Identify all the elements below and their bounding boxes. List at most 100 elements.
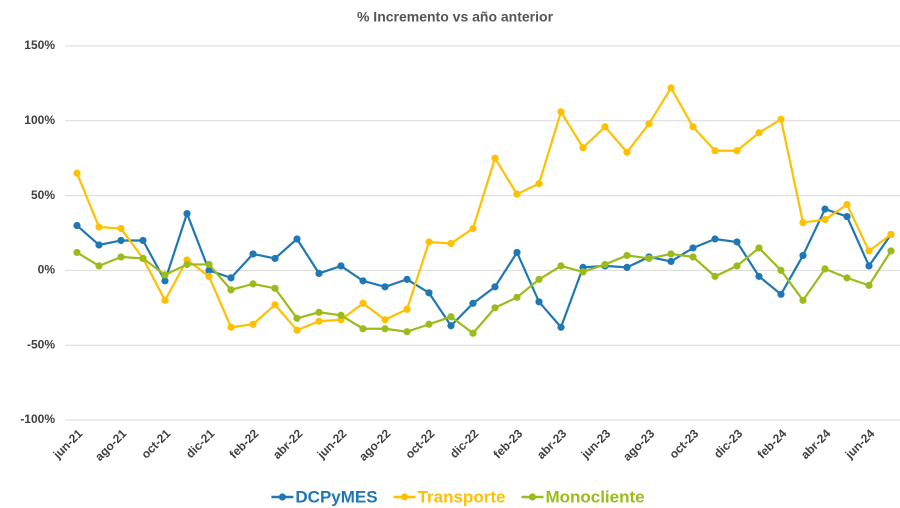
data-point (425, 238, 433, 246)
y-tick-label: 150% (24, 38, 55, 52)
data-point (843, 274, 851, 282)
x-tick-label: abr-22 (270, 426, 306, 462)
data-point (513, 293, 521, 301)
data-point (161, 277, 169, 285)
legend-label: DCPyMES (295, 487, 377, 506)
x-tick-label: jun-22 (314, 426, 350, 462)
x-tick-label: feb-24 (754, 426, 789, 461)
data-point (469, 224, 477, 233)
chart-title: % Incremento vs año anterior (357, 9, 554, 25)
data-point (711, 235, 719, 243)
data-point (623, 251, 631, 260)
data-point (821, 205, 829, 213)
data-point (95, 241, 103, 249)
x-tick-label: ago-22 (356, 426, 393, 463)
data-point (535, 275, 543, 283)
data-point (161, 271, 169, 279)
data-point (403, 305, 411, 313)
x-tick-label: oct-21 (138, 426, 173, 461)
data-point (557, 323, 565, 331)
data-point (711, 272, 719, 280)
data-point (667, 84, 675, 92)
data-point (315, 308, 323, 316)
data-point (843, 200, 851, 209)
data-point (161, 296, 169, 304)
data-point (733, 147, 741, 155)
data-point (381, 325, 389, 333)
x-tick-label: abr-23 (534, 426, 570, 462)
data-point (579, 268, 587, 276)
x-tick-label: jun-24 (842, 426, 878, 462)
data-point (249, 320, 257, 328)
data-point (799, 296, 807, 304)
x-tick-label: oct-22 (402, 426, 437, 461)
data-point (799, 251, 807, 260)
data-point (73, 169, 81, 177)
data-point (865, 247, 873, 255)
data-point (447, 239, 455, 248)
data-point (469, 299, 477, 307)
data-point (227, 323, 235, 331)
data-point (843, 212, 851, 221)
data-point (623, 263, 631, 272)
legend-item: DCPyMES (271, 487, 378, 506)
data-point (667, 250, 675, 258)
data-point (887, 247, 895, 255)
x-tick-label: ago-23 (620, 426, 657, 463)
x-tick-label: feb-22 (226, 426, 261, 461)
data-point (425, 320, 433, 328)
y-tick-label: -100% (20, 412, 55, 426)
data-point (865, 262, 873, 270)
data-point (491, 283, 499, 291)
data-point (271, 284, 279, 292)
data-point (733, 262, 741, 270)
data-point (403, 328, 411, 336)
legend-item: Transporte (393, 487, 506, 506)
data-point (865, 281, 873, 289)
y-tick-label: -50% (27, 337, 55, 351)
data-point (359, 325, 367, 333)
series-line (75, 85, 892, 332)
data-point (887, 230, 895, 239)
data-point (557, 108, 565, 116)
series-line (76, 246, 892, 335)
data-point (711, 147, 719, 155)
data-point (315, 317, 323, 325)
data-point (755, 272, 763, 280)
data-point (205, 272, 213, 280)
data-point (799, 218, 807, 227)
data-point (227, 274, 235, 282)
y-tick-label: 100% (24, 113, 55, 127)
data-point (623, 148, 631, 156)
data-point (535, 298, 543, 306)
x-tick-label: dic-22 (447, 426, 482, 461)
legend-marker (400, 493, 409, 501)
legend-label: Transporte (418, 487, 506, 506)
x-tick-label: feb-23 (490, 426, 525, 461)
data-point (601, 260, 609, 269)
data-point (117, 236, 125, 245)
data-point (337, 311, 345, 319)
data-point (579, 144, 587, 152)
data-point (755, 129, 763, 137)
data-point (689, 123, 697, 131)
data-point (535, 180, 543, 188)
data-point (117, 253, 125, 261)
data-point (601, 123, 609, 131)
data-point (249, 280, 257, 288)
data-point (645, 120, 653, 128)
x-tick-label: jun-23 (578, 426, 614, 462)
data-point (183, 209, 191, 218)
data-point (821, 215, 829, 224)
data-point (777, 115, 785, 123)
data-point (381, 316, 389, 324)
data-point (491, 154, 499, 162)
data-point (73, 248, 81, 257)
data-point (491, 304, 499, 312)
data-point (689, 244, 697, 252)
data-point (755, 244, 763, 252)
legend-marker (528, 493, 537, 501)
data-point (645, 254, 653, 263)
